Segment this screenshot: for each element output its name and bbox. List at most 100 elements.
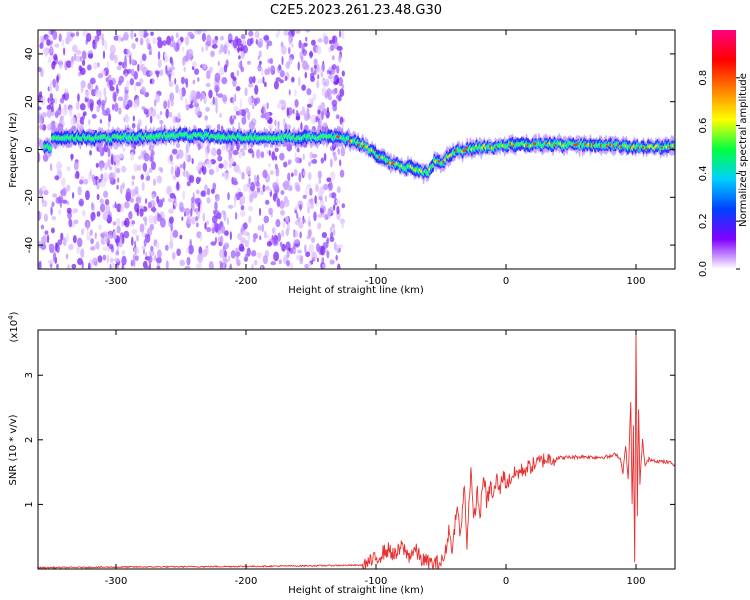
spectrogram-noise-cell [205,82,211,88]
spectrogram-noise-cell [54,242,58,252]
spectrogram-noise-cell [38,152,41,163]
spectrogram-noise-cell [255,39,259,45]
spectrogram-noise-cell [332,228,336,237]
spectrogram-noise-cell [96,193,100,201]
spectrogram-noise-cell [143,32,149,37]
spectrogram-noise-cell [165,64,168,75]
spectrogram-noise-cell [203,95,207,105]
spectrogram-noise-cell [286,107,289,117]
spectrogram-noise-cell [76,246,80,255]
spectrogram-noise-cell [65,36,70,45]
spectrogram-noise-cell [220,225,226,234]
spectrogram-noise-cell [92,61,98,70]
spectrogram-noise-cell [112,171,116,179]
spectrogram-noise-cell [221,172,225,177]
spectrogram-noise-cell [99,163,103,172]
spectrogram-noise-cell [276,197,281,208]
spectrogram-noise-cell [286,249,290,259]
spectrogram-noise-cell [153,254,157,262]
snr-plot-area [38,330,675,569]
spectrogram-noise-cell [185,143,190,154]
spectrogram-noise-cell [297,249,302,254]
spectrogram-noise-cell [110,153,114,163]
spectrogram-noise-cell [230,157,235,165]
spectrogram-noise-cell [274,163,278,170]
spectrogram-noise-cell [262,184,266,193]
spectrogram-noise-cell [233,198,237,208]
spectrogram-noise-cell [159,69,164,76]
spectrogram-noise-cell [281,56,284,66]
spectrogram-noise-cell [57,239,63,246]
spectrogram-noise-cell [257,78,263,84]
spectrogram-noise-cell [236,259,241,267]
spectrogram-noise-cell [261,106,265,115]
spectrogram-noise-cell [279,152,285,161]
spectrogram-noise-cell [185,170,189,177]
spectrogram-noise-cell [298,172,302,183]
spectrogram-noise-cell [143,152,150,162]
spectrogram-noise-cell [38,66,42,73]
spectrogram-noise-cell [190,208,193,217]
spectrogram-noise-cell [310,98,314,108]
spectrogram-noise-cell [319,199,325,209]
spectrogram-noise-cell [159,119,164,125]
spectrogram-noise-cell [171,60,174,67]
spectrogram-noise-cell [142,162,148,172]
spectrogram-noise-cell [223,64,228,73]
spectrogram-noise-cell [59,118,62,125]
spectrogram-noise-cell [84,90,90,99]
spectrogram-noise-cell [186,247,189,254]
spectrogram-noise-cell [175,84,179,94]
spectrogram-noise-cell [302,153,305,160]
spectrogram-noise-cell [176,112,182,120]
spectrogram-noise-cell [102,50,106,60]
spectrogram-noise-cell [243,112,246,119]
spectrogram-noise-cell [310,159,317,164]
spectrogram-noise-cell [201,249,208,258]
spectrogram-noise-cell [169,239,174,250]
spectrogram-noise-cell [80,228,85,236]
spectrogram-noise-cell [341,70,345,77]
spectrogram-noise-cell [240,237,247,244]
spectrogram-noise-cell [102,109,109,116]
spectrogram-noise-cell [331,55,335,60]
x-tick-label: 100 [626,576,645,587]
spectrogram-noise-cell [172,40,176,49]
spectrogram-noise-cell [73,219,79,225]
spectrogram-noise-cell [102,246,108,251]
spectrogram-noise-cell [117,34,122,43]
spectrogram-noise-cell [210,188,215,194]
spectrogram-noise-cell [89,77,96,85]
spectrogram-noise-cell [119,234,123,244]
spectrogram-noise-cell [52,78,57,88]
spectrogram-noise-cell [49,163,53,171]
spectrogram-noise-cell [53,53,58,61]
spectrogram-noise-cell [51,215,57,221]
colorbar-label: Normalized spectral amplitude [738,73,749,227]
spectrogram-noise-cell [314,195,317,205]
spectrogram-noise-cell [308,220,311,228]
spectrogram-heatmap [38,30,675,269]
spectrogram-noise-cell [153,215,157,225]
colorbar-tick-label: 0.0 [698,261,709,277]
spectrogram-noise-cell [241,171,245,180]
spectrogram-noise-cell [232,39,238,49]
spectrogram-noise-cell [254,30,260,39]
spectrogram-noise-cell [184,78,189,85]
spectrogram-noise-cell [294,99,299,108]
spectrogram-noise-cell [214,97,218,107]
spectrogram-noise-cell [75,31,80,37]
spectrogram-noise-cell [170,35,174,42]
spectrogram-noise-cell [257,67,262,72]
spectrogram-noise-cell [47,57,52,64]
spectrogram-noise-cell [178,87,183,97]
spectrogram-noise-cell [223,172,230,181]
spectrogram-noise-cell [329,259,335,265]
spectrogram-noise-cell [273,80,279,90]
spectrogram-noise-cell [136,234,139,242]
spectrogram-noise-cell [192,79,196,85]
spectrogram-noise-cell [242,45,248,54]
spectrogram-noise-cell [121,182,125,190]
spectrogram-noise-cell [304,71,308,79]
spectrogram-noise-cell [310,39,316,46]
